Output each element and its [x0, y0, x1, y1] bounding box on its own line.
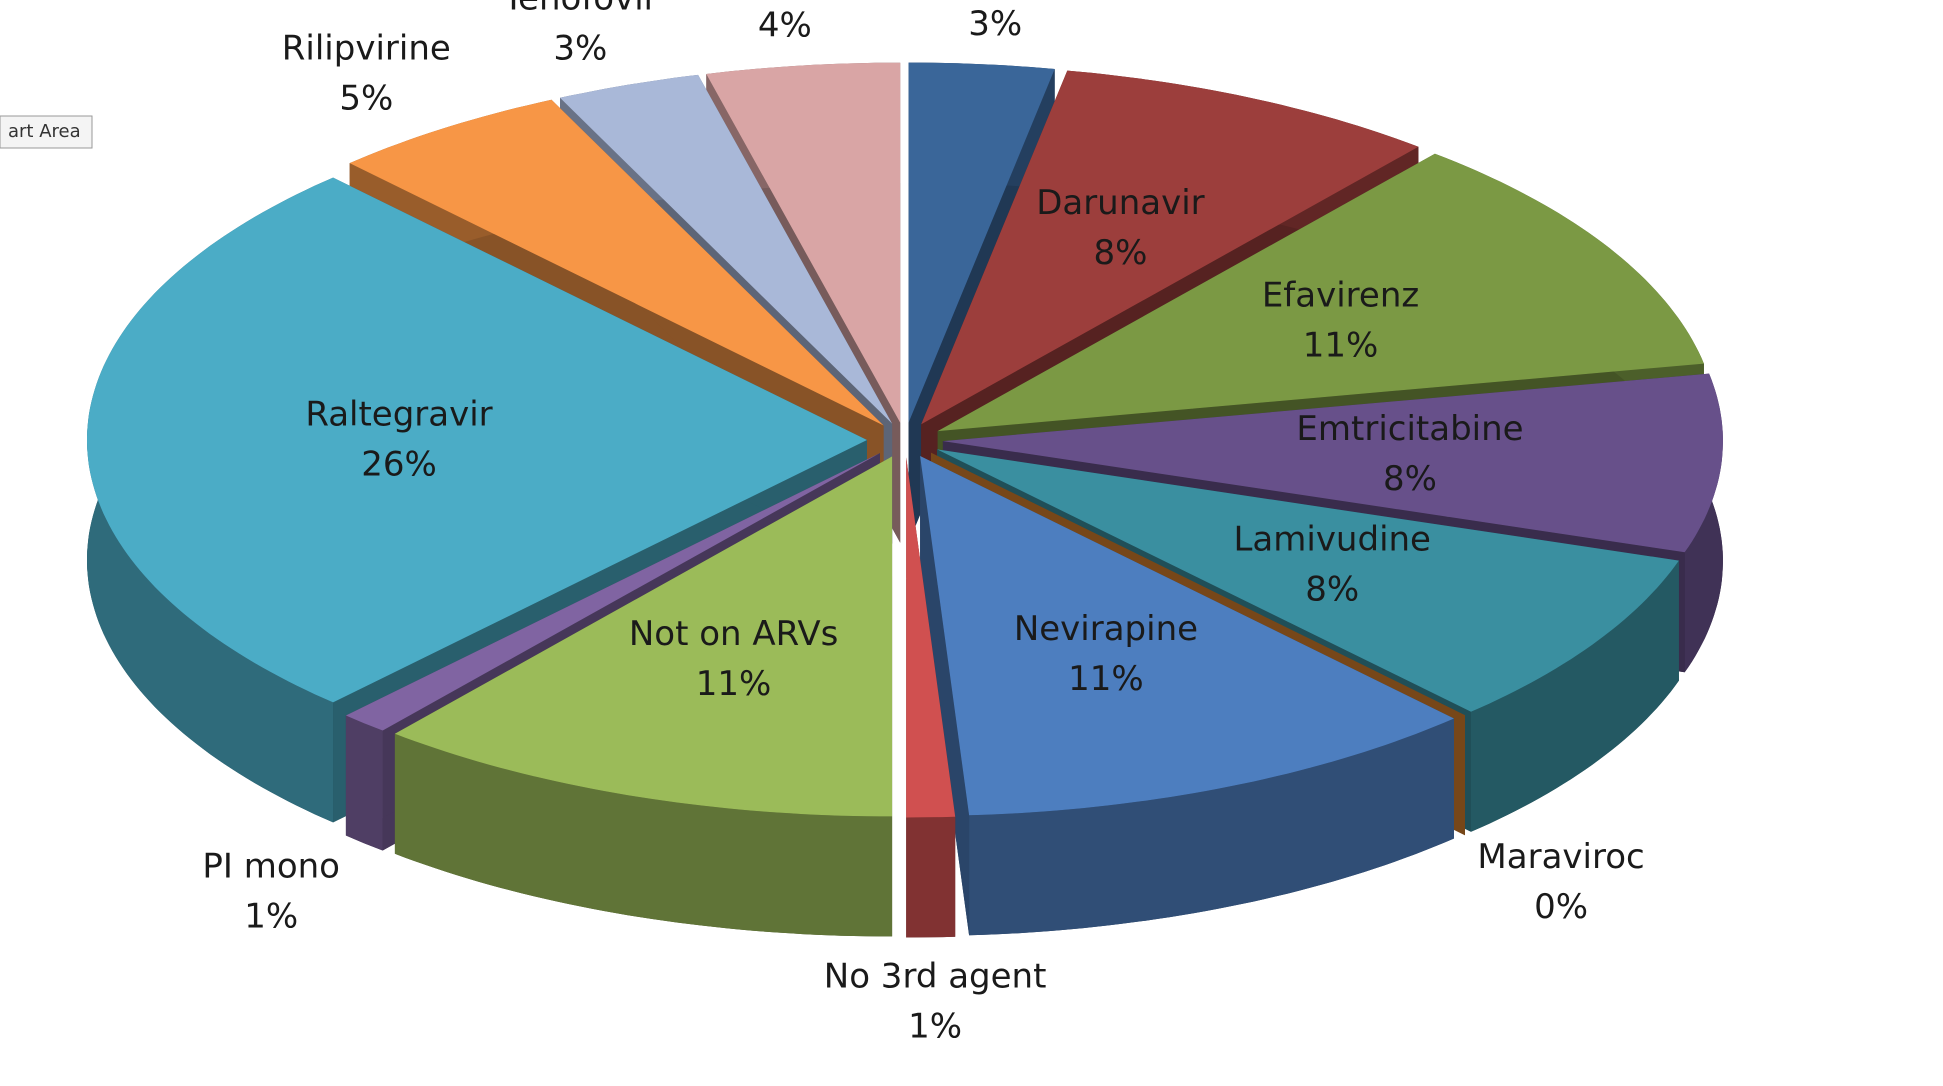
slice-top	[706, 62, 901, 423]
slice-side	[1471, 560, 1679, 832]
slice-side	[969, 718, 1454, 936]
slice-label: Raltegravir	[305, 395, 492, 435]
slice-value-label: 1%	[908, 1007, 962, 1047]
slice-side	[345, 715, 383, 851]
slice-label: PI mono	[202, 846, 340, 886]
slice-top	[942, 373, 1723, 553]
slice-label: Efavirenz	[1262, 276, 1419, 316]
slice-label: Not on ARVs	[629, 614, 839, 654]
slice	[920, 456, 1454, 936]
slice-label: Lamivudine	[1233, 520, 1431, 560]
slice-top	[906, 457, 956, 818]
slice-value-label: 3%	[968, 4, 1022, 44]
slice-top	[349, 99, 884, 426]
tooltip-box	[0, 115, 93, 149]
slice-top	[921, 70, 1419, 425]
slice-label: Tenofovir	[502, 0, 658, 18]
slice-value-label: 11%	[1068, 659, 1144, 699]
slice-top	[920, 456, 1454, 816]
slice-label: Nevirapine	[1014, 609, 1198, 649]
slice-value-label: 8%	[1383, 459, 1437, 499]
slice-label: Rilipvirine	[282, 29, 451, 69]
slice-label: No 3rd agent	[824, 957, 1047, 997]
slice-label: Darunavir	[1036, 183, 1204, 223]
slice-value-label: 8%	[1305, 570, 1359, 610]
tooltip: art Area	[8, 121, 81, 142]
slice-value-label: 11%	[1303, 326, 1379, 366]
slice-value-label: 0%	[1534, 887, 1588, 927]
slice-value-label: 1%	[244, 896, 298, 936]
slice-value-label: 3%	[553, 28, 607, 68]
slice-value-label: 11%	[696, 664, 772, 704]
slice-wall	[920, 456, 970, 936]
slice-top	[908, 62, 1055, 423]
slice-top	[937, 449, 1679, 712]
slice-top	[87, 177, 867, 703]
slice-top	[937, 153, 1704, 432]
slice	[906, 457, 956, 938]
slice-label: Maraviroc	[1477, 837, 1644, 877]
slice	[394, 456, 893, 937]
slice-top	[394, 456, 893, 817]
slice-top	[560, 74, 893, 424]
slice-value-label: 5%	[339, 79, 393, 119]
slice-value-label: 4%	[758, 6, 812, 46]
slice-value-label: 26%	[361, 445, 437, 485]
slice-label: Emtricitabine	[1296, 409, 1523, 449]
slice-side	[906, 816, 956, 938]
slice-side	[394, 733, 893, 937]
slice-top	[345, 453, 880, 731]
slice-value-label: 8%	[1093, 233, 1147, 273]
